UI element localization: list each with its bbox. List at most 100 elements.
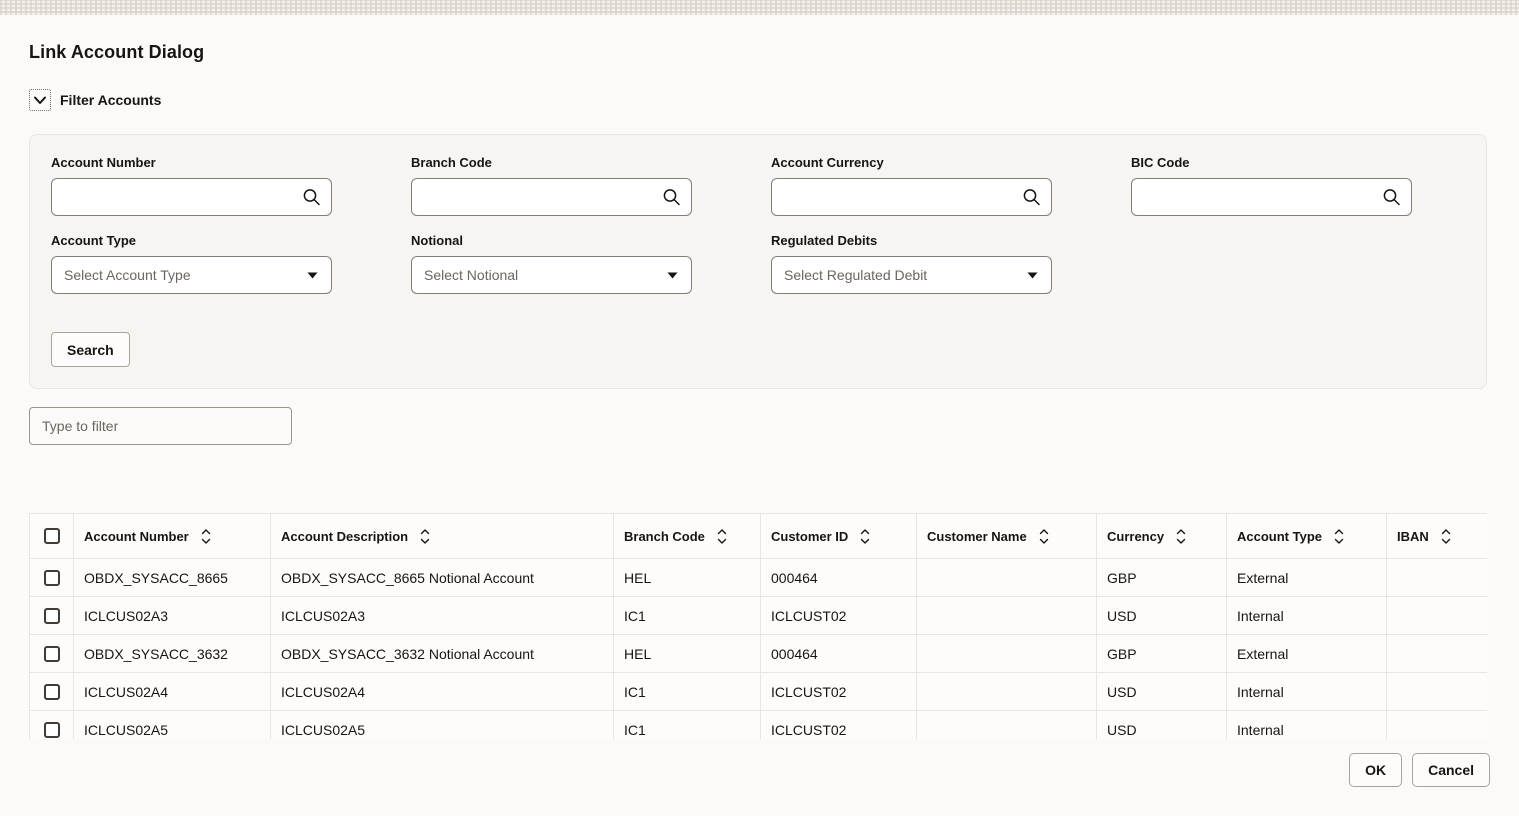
- branch-code-field-group: Branch Code: [411, 155, 692, 216]
- filter-panel: Account Number Branch Code: [29, 134, 1487, 389]
- row-checkbox[interactable]: [43, 570, 60, 587]
- cell-account-number: ICLCUS02A3: [73, 596, 271, 635]
- cell-iban: [1386, 634, 1487, 673]
- column-header-account-description: Account Description: [281, 528, 409, 544]
- link-account-dialog: Link Account Dialog Filter Accounts Acco…: [0, 42, 1519, 787]
- table-body: OBDX_SYSACC_8665 OBDX_SYSACC_8665 Notion…: [29, 558, 1487, 739]
- cell-account-number: OBDX_SYSACC_8665: [73, 558, 271, 597]
- select-all-checkbox[interactable]: [43, 528, 60, 545]
- column-header-customer-id: Customer ID: [771, 528, 849, 544]
- cell-customer-name: [916, 672, 1097, 711]
- cell-account-description: ICLCUS02A4: [270, 672, 614, 711]
- cell-customer-id: 000464: [760, 634, 917, 673]
- cell-account-type: External: [1226, 558, 1387, 597]
- cell-branch-code: HEL: [613, 558, 761, 597]
- account-number-input[interactable]: [51, 178, 332, 216]
- cell-currency: GBP: [1096, 558, 1227, 597]
- caret-down-icon: [1027, 272, 1038, 279]
- filter-accounts-toggle-row: Filter Accounts: [29, 89, 1490, 111]
- sort-icon[interactable]: [1441, 528, 1451, 544]
- regulated-debits-select-value: Select Regulated Debit: [784, 267, 928, 283]
- column-header-account-number: Account Number: [84, 528, 189, 544]
- cell-iban: [1386, 672, 1487, 711]
- sort-icon[interactable]: [201, 528, 211, 544]
- bic-code-label: BIC Code: [1131, 155, 1190, 170]
- branch-code-label: Branch Code: [411, 155, 492, 170]
- filter-accounts-label: Filter Accounts: [60, 92, 162, 108]
- cell-account-type: Internal: [1226, 672, 1387, 711]
- sort-icon[interactable]: [1176, 528, 1186, 544]
- cell-branch-code: IC1: [613, 596, 761, 635]
- sort-icon[interactable]: [420, 528, 430, 544]
- accounts-table-container: Account Number Account Description Branc…: [29, 513, 1487, 739]
- cell-account-description: ICLCUS02A3: [270, 596, 614, 635]
- row-checkbox[interactable]: [43, 722, 60, 739]
- cell-branch-code: IC1: [613, 672, 761, 711]
- notional-label: Notional: [411, 233, 463, 248]
- cell-customer-name: [916, 710, 1097, 739]
- sort-icon[interactable]: [717, 528, 727, 544]
- cell-account-type: Internal: [1226, 710, 1387, 739]
- column-header-currency: Currency: [1107, 528, 1165, 544]
- sort-icon[interactable]: [1334, 528, 1344, 544]
- branch-code-input[interactable]: [411, 178, 692, 216]
- search-button[interactable]: Search: [51, 332, 130, 367]
- cell-branch-code: HEL: [613, 634, 761, 673]
- cell-currency: USD: [1096, 672, 1227, 711]
- account-type-select[interactable]: Select Account Type: [51, 256, 332, 294]
- cell-account-description: OBDX_SYSACC_8665 Notional Account: [270, 558, 614, 597]
- regulated-debits-label: Regulated Debits: [771, 233, 878, 248]
- chevron-down-icon: [33, 96, 47, 105]
- cell-account-type: External: [1226, 634, 1387, 673]
- account-currency-field-group: Account Currency: [771, 155, 1052, 216]
- row-checkbox[interactable]: [43, 684, 60, 701]
- cell-iban: [1386, 596, 1487, 635]
- search-icon[interactable]: [662, 188, 681, 207]
- cell-branch-code: IC1: [613, 710, 761, 739]
- table-row[interactable]: ICLCUS02A3 ICLCUS02A3 IC1 ICLCUST02 USD …: [29, 596, 1487, 635]
- search-icon[interactable]: [302, 188, 321, 207]
- table-header-row: Account Number Account Description Branc…: [29, 513, 1487, 559]
- notional-field-group: Notional Select Notional: [411, 233, 692, 294]
- bic-code-input[interactable]: [1131, 178, 1412, 216]
- table-row[interactable]: ICLCUS02A5 ICLCUS02A5 IC1 ICLCUST02 USD …: [29, 710, 1487, 739]
- cancel-button[interactable]: Cancel: [1412, 753, 1490, 787]
- filter-collapse-button[interactable]: [29, 89, 51, 111]
- account-currency-input[interactable]: [771, 178, 1052, 216]
- search-icon[interactable]: [1022, 188, 1041, 207]
- cell-account-number: ICLCUS02A4: [73, 672, 271, 711]
- cell-currency: USD: [1096, 710, 1227, 739]
- row-checkbox[interactable]: [43, 646, 60, 663]
- accounts-table: Account Number Account Description Branc…: [29, 513, 1487, 739]
- account-type-label: Account Type: [51, 233, 136, 248]
- cell-account-description: ICLCUS02A5: [270, 710, 614, 739]
- table-row[interactable]: ICLCUS02A4 ICLCUS02A4 IC1 ICLCUST02 USD …: [29, 672, 1487, 711]
- column-header-customer-name: Customer Name: [927, 528, 1027, 544]
- sort-icon[interactable]: [1039, 528, 1049, 544]
- account-number-field-group: Account Number: [51, 155, 332, 216]
- table-row[interactable]: OBDX_SYSACC_8665 OBDX_SYSACC_8665 Notion…: [29, 558, 1487, 597]
- type-to-filter-input[interactable]: [29, 407, 292, 445]
- cell-account-number: OBDX_SYSACC_3632: [73, 634, 271, 673]
- dialog-title: Link Account Dialog: [29, 42, 205, 62]
- search-icon[interactable]: [1382, 188, 1401, 207]
- cell-customer-id: ICLCUST02: [760, 596, 917, 635]
- sort-icon[interactable]: [860, 528, 870, 544]
- column-header-account-type: Account Type: [1237, 528, 1322, 544]
- cell-customer-id: ICLCUST02: [760, 672, 917, 711]
- column-header-branch-code: Branch Code: [624, 528, 705, 544]
- table-row[interactable]: OBDX_SYSACC_3632 OBDX_SYSACC_3632 Notion…: [29, 634, 1487, 673]
- cell-customer-name: [916, 634, 1097, 673]
- cell-account-number: ICLCUS02A5: [73, 710, 271, 739]
- cell-iban: [1386, 710, 1487, 739]
- account-type-field-group: Account Type Select Account Type: [51, 233, 332, 294]
- notional-select-value: Select Notional: [424, 267, 519, 283]
- regulated-debits-select[interactable]: Select Regulated Debit: [771, 256, 1052, 294]
- row-checkbox[interactable]: [43, 608, 60, 625]
- ok-button[interactable]: OK: [1349, 753, 1403, 787]
- caret-down-icon: [667, 272, 678, 279]
- notional-select[interactable]: Select Notional: [411, 256, 692, 294]
- cell-customer-id: ICLCUST02: [760, 710, 917, 739]
- column-header-iban: IBAN: [1397, 528, 1429, 544]
- account-currency-label: Account Currency: [771, 155, 884, 170]
